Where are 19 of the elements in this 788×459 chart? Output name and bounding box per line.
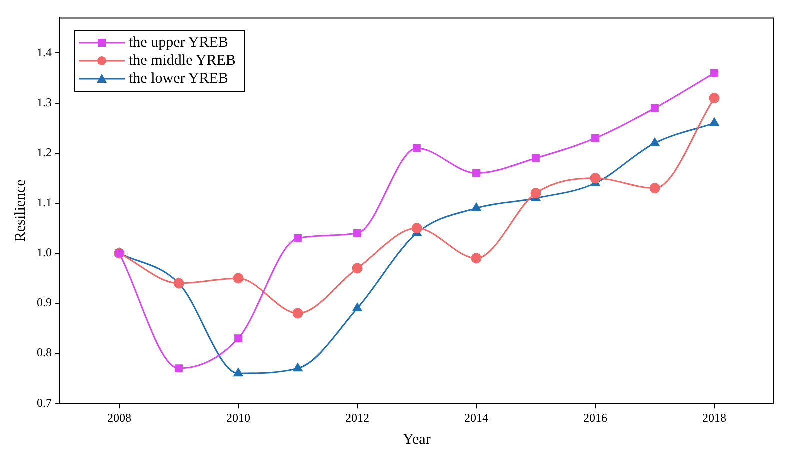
x-tick-label: 2018 (702, 410, 726, 425)
y-tick-label: 1.2 (37, 145, 52, 160)
x-tick-label: 2008 (108, 410, 132, 425)
y-tick-label: 0.8 (37, 346, 52, 360)
x-tick-label: 2012 (346, 410, 370, 425)
y-tick-label: 1.4 (37, 45, 52, 60)
y-tick-label: 0.7 (37, 396, 52, 410)
legend-label: the middle YREB (129, 52, 236, 70)
y-tick-label: 1.0 (37, 246, 52, 260)
x-axis-title: Year (403, 432, 431, 448)
y-axis-title: Resilience (12, 179, 29, 242)
y-tick-label: 1.3 (37, 95, 52, 110)
y-tick-label: 1.1 (37, 196, 52, 210)
x-tick-label: 2016 (584, 410, 608, 425)
legend-label: the lower YREB (129, 70, 228, 88)
y-tick-label: 0.9 (37, 296, 52, 310)
x-tick-label: 2010 (226, 410, 250, 425)
x-tick-label: 2014 (464, 410, 488, 425)
legend-label: the upper YREB (129, 34, 228, 52)
